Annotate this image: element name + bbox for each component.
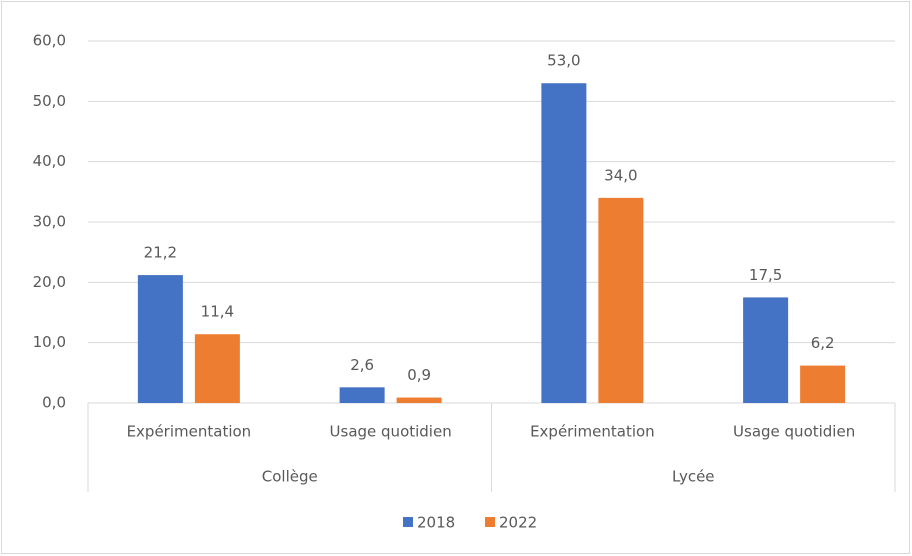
x-tick-label: Usage quotidien — [733, 423, 855, 441]
value-label: 2,6 — [350, 356, 374, 374]
bar — [339, 387, 385, 403]
y-tick-label: 50,0 — [33, 92, 66, 110]
y-tick-label: 60,0 — [33, 32, 66, 50]
value-label: 17,5 — [749, 266, 782, 284]
value-label: 21,2 — [144, 244, 177, 262]
value-label: 53,0 — [547, 52, 580, 70]
y-tick-label: 30,0 — [33, 213, 66, 231]
legend-swatch — [485, 517, 495, 527]
value-label: 34,0 — [604, 166, 637, 184]
x-tick-label: Expérimentation — [127, 423, 252, 441]
bar — [800, 365, 846, 403]
group-label: Collège — [262, 468, 318, 486]
legend-swatch — [403, 517, 413, 527]
value-label: 0,9 — [407, 366, 431, 384]
bar — [194, 334, 240, 403]
x-tick-label: Expérimentation — [530, 423, 655, 441]
y-tick-label: 20,0 — [33, 273, 66, 291]
bar — [541, 83, 587, 403]
x-tick-label: Usage quotidien — [330, 423, 452, 441]
bar — [137, 275, 183, 403]
bar — [743, 297, 789, 403]
bar — [598, 197, 644, 403]
y-tick-label: 40,0 — [33, 152, 66, 170]
value-label: 6,2 — [811, 334, 835, 352]
legend-label: 2022 — [499, 514, 537, 532]
legend-label: 2018 — [417, 514, 455, 532]
value-label: 11,4 — [201, 303, 234, 321]
bar — [396, 397, 442, 403]
y-tick-label: 0,0 — [42, 394, 66, 412]
group-label: Lycée — [672, 468, 715, 486]
y-tick-label: 10,0 — [33, 333, 66, 351]
